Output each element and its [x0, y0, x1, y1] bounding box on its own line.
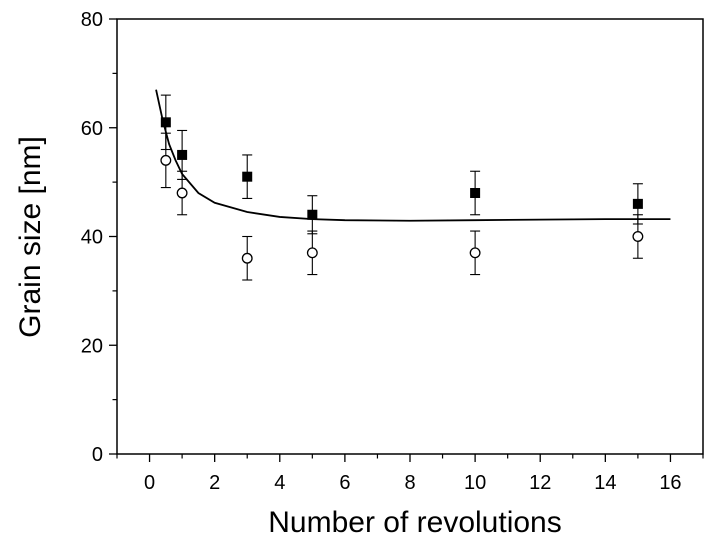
- data-point-filled-square: [307, 209, 318, 220]
- x-tick-label: 0: [144, 472, 155, 494]
- data-series-layer: [160, 94, 644, 281]
- fit-curve-line: [155, 89, 671, 222]
- y-tick-label: 20: [81, 335, 103, 357]
- y-tick-label: 0: [92, 444, 103, 466]
- data-point-filled-square: [470, 188, 481, 198]
- series-filled-square: [160, 94, 643, 235]
- plot-frame-layer: [116, 18, 704, 455]
- y-tick-label: 40: [81, 227, 103, 249]
- data-point-open-circle: [176, 187, 188, 199]
- x-axis-ticks: 0 2 4 6 8 10 12 14 16: [116, 454, 704, 494]
- y-tick-label: 60: [81, 118, 103, 140]
- x-tick-label: 14: [594, 472, 616, 494]
- data-point-open-circle: [632, 231, 644, 242]
- data-point-open-circle: [241, 252, 253, 264]
- data-point-open-circle: [160, 154, 172, 166]
- x-tick-label: 8: [404, 472, 415, 494]
- series-open-circle: [160, 132, 644, 281]
- data-point-filled-square: [160, 117, 171, 128]
- plot-area-border: [116, 18, 704, 455]
- y-tick-label: 80: [81, 9, 103, 31]
- fit-curve-layer: [155, 89, 671, 222]
- x-axis-title: Number of revolutions: [268, 506, 561, 539]
- x-tick-label: 16: [659, 472, 681, 494]
- x-tick-label: 10: [464, 472, 486, 494]
- x-tick-label: 12: [529, 472, 551, 494]
- x-tick-label: 2: [209, 472, 220, 494]
- data-point-filled-square: [177, 149, 188, 160]
- data-point-open-circle: [306, 247, 318, 259]
- x-tick-label: 4: [274, 472, 285, 494]
- data-point-open-circle: [469, 247, 481, 259]
- data-point-filled-square: [242, 171, 253, 182]
- y-axis-ticks: 0 20 40 60 80: [81, 9, 117, 466]
- data-point-filled-square: [632, 198, 643, 209]
- y-axis-title: Grain size [nm]: [14, 136, 47, 338]
- x-tick-label: 6: [339, 472, 350, 494]
